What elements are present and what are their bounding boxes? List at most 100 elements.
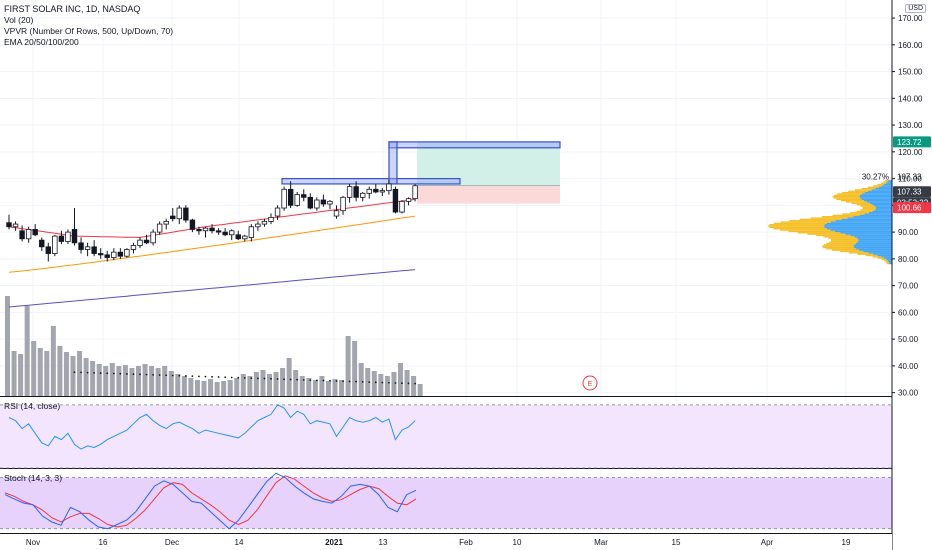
vpvr-down-row xyxy=(821,216,854,218)
volume-ma-dot xyxy=(126,373,128,375)
time-axis-bg xyxy=(0,534,892,550)
volume-bar xyxy=(378,374,384,396)
target-tag-label: 123.72 xyxy=(897,138,922,147)
grid xyxy=(0,0,932,534)
price-tick-label: 80.00 xyxy=(898,255,919,264)
earnings-marker[interactable]: E xyxy=(582,375,598,391)
vpvr-down-row xyxy=(826,248,856,250)
volume-bar xyxy=(358,363,364,396)
volume-ma-dot xyxy=(270,377,272,380)
position-tool xyxy=(417,141,560,204)
vpvr-down-row xyxy=(860,205,875,207)
volume-ma-dot xyxy=(315,379,318,382)
vpvr-down-row xyxy=(769,224,825,226)
volume-ma-dot xyxy=(407,382,410,385)
volume-ma-dot xyxy=(112,372,115,375)
vpvr-up-row xyxy=(877,254,892,257)
candle-body xyxy=(399,200,405,213)
vpvr-down-row xyxy=(823,244,855,246)
volume-ma-dot xyxy=(204,375,207,378)
candle-body xyxy=(6,222,12,228)
vpvr-up-row xyxy=(878,186,892,188)
vpvr-down-row xyxy=(810,217,848,219)
price-axis-bg xyxy=(892,0,932,550)
vpvr-down-row xyxy=(873,185,882,187)
legend-vol[interactable]: Vol (20) xyxy=(4,15,34,25)
volume-bar xyxy=(109,363,115,396)
volume-ma-dot xyxy=(388,381,390,384)
volume-bar xyxy=(168,371,174,396)
vpvr-up-row xyxy=(889,262,892,265)
volume-ma-dot xyxy=(237,376,240,379)
volume-ma-dot xyxy=(276,378,279,380)
candle-body xyxy=(405,198,412,202)
vpvr-down-row xyxy=(884,260,888,262)
vpvr-down-row xyxy=(872,256,882,258)
connector-band xyxy=(388,141,398,185)
vpvr-down-row xyxy=(789,220,836,222)
vpvr-down-row xyxy=(832,195,860,198)
volume-ma-dot xyxy=(73,371,76,374)
volume-ma-dot xyxy=(119,372,122,375)
earnings-letter: E xyxy=(588,381,593,388)
vpvr-up-row xyxy=(861,198,892,200)
volume-ma-dot xyxy=(106,372,109,375)
time-tick-label: 10 xyxy=(513,538,522,547)
volume-bar xyxy=(90,361,96,396)
candle-body xyxy=(235,234,241,240)
vpvr-up-row xyxy=(868,252,892,254)
candle-body xyxy=(386,183,392,192)
volume-bar xyxy=(136,366,141,396)
volume-ma-dot xyxy=(401,382,403,385)
volume-ma-dot xyxy=(243,377,246,379)
volume-ma-dot xyxy=(414,382,416,385)
legend-vpvr[interactable]: VPVR (Number Of Rows, 500, Up/Down, 70) xyxy=(4,26,174,36)
volume-ma-dot xyxy=(374,381,377,384)
vpvr-down-row xyxy=(831,240,859,242)
volume-ma-dot xyxy=(394,382,397,384)
stoch-label[interactable]: Stoch (14, 3, 3) xyxy=(4,473,63,483)
price-axis: 30.0040.0050.0060.0070.0080.0090.00100.0… xyxy=(891,0,932,550)
candle-body xyxy=(19,230,25,240)
candle-body xyxy=(202,227,209,232)
candle-body xyxy=(392,188,399,213)
volume-bar xyxy=(201,381,207,396)
vpvr-down-row xyxy=(773,222,827,225)
time-tick-label: Apr xyxy=(761,538,774,547)
vpvr-down-row xyxy=(885,261,889,263)
vpvr-up-row xyxy=(863,250,892,253)
vpvr-down-row xyxy=(886,262,890,265)
vpvr-down-row xyxy=(862,208,876,210)
legend-ema[interactable]: EMA 20/50/100/200 xyxy=(4,37,79,47)
volume-ma-dot xyxy=(381,381,384,384)
stop-tag-bg xyxy=(893,202,931,214)
currency-badge[interactable]: USD xyxy=(905,4,926,13)
pct-label: 30.27% xyxy=(862,173,889,182)
volume-ma-dot xyxy=(184,375,187,377)
vpvr-up-row xyxy=(826,228,892,230)
price-tick-label: 140.00 xyxy=(898,94,923,103)
vpvr-down-row xyxy=(877,183,885,186)
volume-ma-dot xyxy=(224,376,227,379)
vpvr-up-row xyxy=(881,185,892,187)
candle-body xyxy=(183,207,189,221)
volume-ma-dot xyxy=(329,379,331,382)
rsi-label[interactable]: RSI (14, close) xyxy=(4,401,61,411)
candle-body xyxy=(261,221,268,225)
price-tick-label: 110.00 xyxy=(898,175,922,184)
candle-body xyxy=(196,229,202,232)
vpvr-up-row xyxy=(861,193,892,195)
volume-bar xyxy=(221,381,227,396)
volume-ma-dot xyxy=(86,371,89,374)
volume-bar xyxy=(273,372,279,396)
volume-bar xyxy=(194,380,200,396)
volume-bar xyxy=(70,356,76,396)
price-tick-label: 130.00 xyxy=(898,121,923,130)
volume-bar xyxy=(319,376,325,396)
vpvr-up-row xyxy=(845,233,892,235)
legend-symbol[interactable]: FIRST SOLAR INC, 1D, NASDAQ xyxy=(4,4,141,14)
volume-ma-dot xyxy=(198,375,200,378)
candle-body xyxy=(39,239,45,248)
candle-body xyxy=(320,199,327,205)
